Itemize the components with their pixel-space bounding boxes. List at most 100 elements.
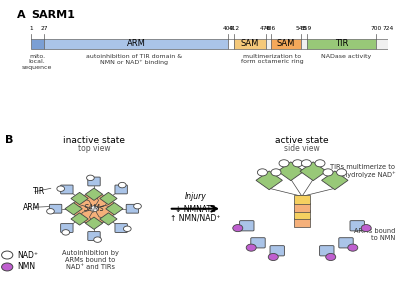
FancyBboxPatch shape [251,238,265,248]
Polygon shape [106,202,123,215]
Text: inactive state: inactive state [63,136,125,145]
Circle shape [118,182,126,188]
Polygon shape [85,188,103,201]
FancyBboxPatch shape [61,224,73,232]
Polygon shape [100,213,117,225]
FancyBboxPatch shape [115,224,127,232]
FancyBboxPatch shape [339,238,353,248]
FancyBboxPatch shape [301,39,306,49]
FancyBboxPatch shape [50,204,62,213]
Text: ↓ NMNAT2: ↓ NMNAT2 [175,205,216,214]
Circle shape [336,169,346,176]
Text: top view: top view [78,144,110,153]
Text: 548: 548 [296,26,307,31]
Polygon shape [256,171,282,190]
FancyBboxPatch shape [88,177,100,186]
Text: SAMs: SAMs [84,204,104,213]
Circle shape [348,244,358,251]
Polygon shape [96,206,115,219]
Polygon shape [80,210,98,224]
Polygon shape [90,210,108,224]
Text: 27: 27 [40,26,48,31]
Polygon shape [73,206,92,219]
Text: 476: 476 [260,26,271,31]
Polygon shape [85,217,103,229]
Polygon shape [71,192,88,205]
FancyBboxPatch shape [234,39,266,49]
Polygon shape [71,213,88,225]
Circle shape [326,253,336,260]
Text: ARM: ARM [127,39,146,48]
FancyBboxPatch shape [266,39,270,49]
Polygon shape [80,194,98,207]
Text: NADase activity: NADase activity [322,53,372,59]
Text: TIR: TIR [335,39,348,48]
Text: mito.
local.
sequence: mito. local. sequence [22,53,52,70]
Text: ↑ NMN/NAD⁺: ↑ NMN/NAD⁺ [170,214,220,223]
FancyBboxPatch shape [228,39,234,49]
Circle shape [2,263,13,271]
Text: ARM: ARM [23,203,40,212]
Text: ARMs bound
to NMN: ARMs bound to NMN [354,228,395,241]
Circle shape [86,175,94,181]
Text: Injury: Injury [184,192,206,201]
FancyBboxPatch shape [294,210,310,219]
Circle shape [94,237,102,242]
Text: 400: 400 [222,26,234,31]
Circle shape [233,225,243,232]
FancyBboxPatch shape [350,221,364,231]
FancyBboxPatch shape [44,39,228,49]
Text: 412: 412 [228,26,240,31]
Circle shape [302,160,311,167]
Polygon shape [322,171,348,190]
Text: NAD⁺: NAD⁺ [17,250,38,260]
Text: NMN: NMN [17,262,35,272]
Circle shape [62,230,70,235]
FancyBboxPatch shape [88,232,100,240]
Text: active state: active state [275,136,329,145]
Polygon shape [73,199,92,212]
Polygon shape [90,194,108,207]
Text: autoinhibition of TIR domain &
NMN or NAD⁺ binding: autoinhibition of TIR domain & NMN or NA… [86,53,182,64]
Text: 724: 724 [382,26,394,31]
Text: 486: 486 [265,26,276,31]
Text: 559: 559 [301,26,312,31]
Text: SAM: SAM [277,39,295,48]
Circle shape [315,160,325,167]
FancyBboxPatch shape [126,204,138,213]
Circle shape [268,253,278,260]
Text: SAM: SAM [241,39,259,48]
Circle shape [292,160,302,167]
FancyBboxPatch shape [31,39,44,49]
Text: A: A [17,10,26,20]
Text: Autoinhibition by
ARMs bound to
NAD⁺ and TIRs: Autoinhibition by ARMs bound to NAD⁺ and… [62,250,118,270]
Circle shape [361,225,371,232]
FancyBboxPatch shape [376,39,388,49]
Circle shape [271,169,281,176]
Circle shape [47,208,54,214]
Polygon shape [96,199,115,212]
Circle shape [246,244,256,251]
Circle shape [57,186,64,191]
Text: 700: 700 [370,26,382,31]
Circle shape [124,226,131,231]
Circle shape [279,160,289,167]
FancyBboxPatch shape [294,202,310,212]
Polygon shape [100,192,117,205]
Text: 1: 1 [30,26,33,31]
Text: side view: side view [284,144,320,153]
FancyBboxPatch shape [306,39,376,49]
FancyBboxPatch shape [294,218,310,227]
FancyBboxPatch shape [61,185,73,194]
Circle shape [258,169,267,176]
Polygon shape [65,202,82,215]
FancyBboxPatch shape [270,39,301,49]
Polygon shape [278,162,304,181]
Circle shape [323,169,333,176]
FancyBboxPatch shape [294,195,310,204]
Circle shape [2,251,13,259]
Text: B: B [5,135,13,145]
Text: TIR: TIR [33,187,46,196]
FancyBboxPatch shape [320,246,334,256]
FancyBboxPatch shape [115,185,127,194]
